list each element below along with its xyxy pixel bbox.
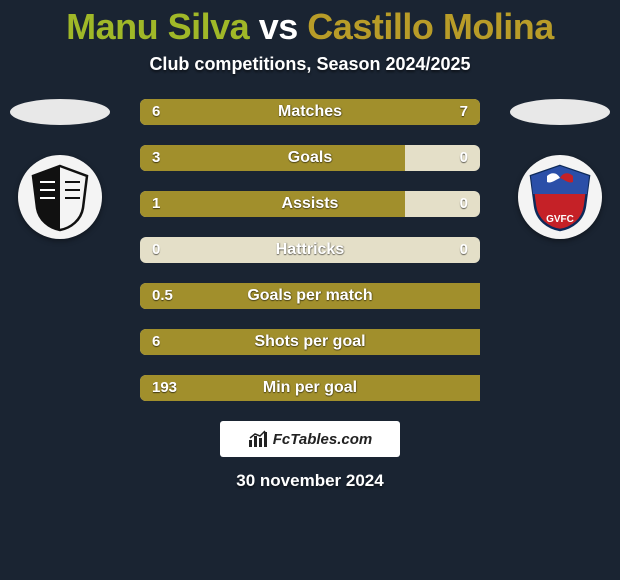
stat-label: Hattricks xyxy=(140,237,480,263)
stat-left-value: 6 xyxy=(152,329,160,355)
left-shadow-oval xyxy=(10,99,110,125)
vs-text: vs xyxy=(259,6,298,47)
gil-vicente-icon: GVFC xyxy=(525,162,595,232)
watermark-text: FcTables.com xyxy=(273,431,372,448)
stat-left-value: 193 xyxy=(152,375,177,401)
stat-left-value: 0.5 xyxy=(152,283,173,309)
right-shadow-oval xyxy=(510,99,610,125)
stat-label: Goals xyxy=(140,145,480,171)
right-club-badge: GVFC xyxy=(518,155,602,239)
stat-right-value: 0 xyxy=(460,237,468,263)
left-club-badge xyxy=(18,155,102,239)
stat-label: Matches xyxy=(140,99,480,125)
stat-label: Shots per goal xyxy=(140,329,480,355)
comparison-title: Manu Silva vs Castillo Molina xyxy=(0,6,620,48)
player1-name: Manu Silva xyxy=(66,6,249,47)
subtitle: Club competitions, Season 2024/2025 xyxy=(0,54,620,75)
snapshot-date: 30 november 2024 xyxy=(0,471,620,491)
fctables-watermark: FcTables.com xyxy=(220,421,400,457)
stat-row: Goals per match0.5 xyxy=(140,283,480,309)
stat-row: Goals3 0 xyxy=(140,145,480,171)
stat-left-value: 1 xyxy=(152,191,160,217)
stat-row: Assists1 0 xyxy=(140,191,480,217)
stat-left-value: 0 xyxy=(152,237,160,263)
stat-bars-container: Matches67Goals30Assists10Hattricks00Goal… xyxy=(140,99,480,401)
stat-label: Assists xyxy=(140,191,480,217)
vitoria-guimaraes-icon xyxy=(25,162,95,232)
stat-right-value: 7 xyxy=(460,99,468,125)
stat-right-value: 0 xyxy=(460,145,468,171)
stat-right-value: 0 xyxy=(460,191,468,217)
stat-label: Goals per match xyxy=(140,283,480,309)
content-area: GVFC Matches67Goals30Assists10Hattricks0… xyxy=(0,99,620,491)
stat-label: Min per goal xyxy=(140,375,480,401)
stat-row: Min per goal193 xyxy=(140,375,480,401)
svg-text:GVFC: GVFC xyxy=(546,214,574,225)
stat-row: Matches6 7 xyxy=(140,99,480,125)
stat-row: Hattricks0 0 xyxy=(140,237,480,263)
stat-left-value: 3 xyxy=(152,145,160,171)
stat-row: Shots per goal6 xyxy=(140,329,480,355)
stat-left-value: 6 xyxy=(152,99,160,125)
fctables-chart-icon xyxy=(248,430,270,448)
player2-name: Castillo Molina xyxy=(307,6,554,47)
